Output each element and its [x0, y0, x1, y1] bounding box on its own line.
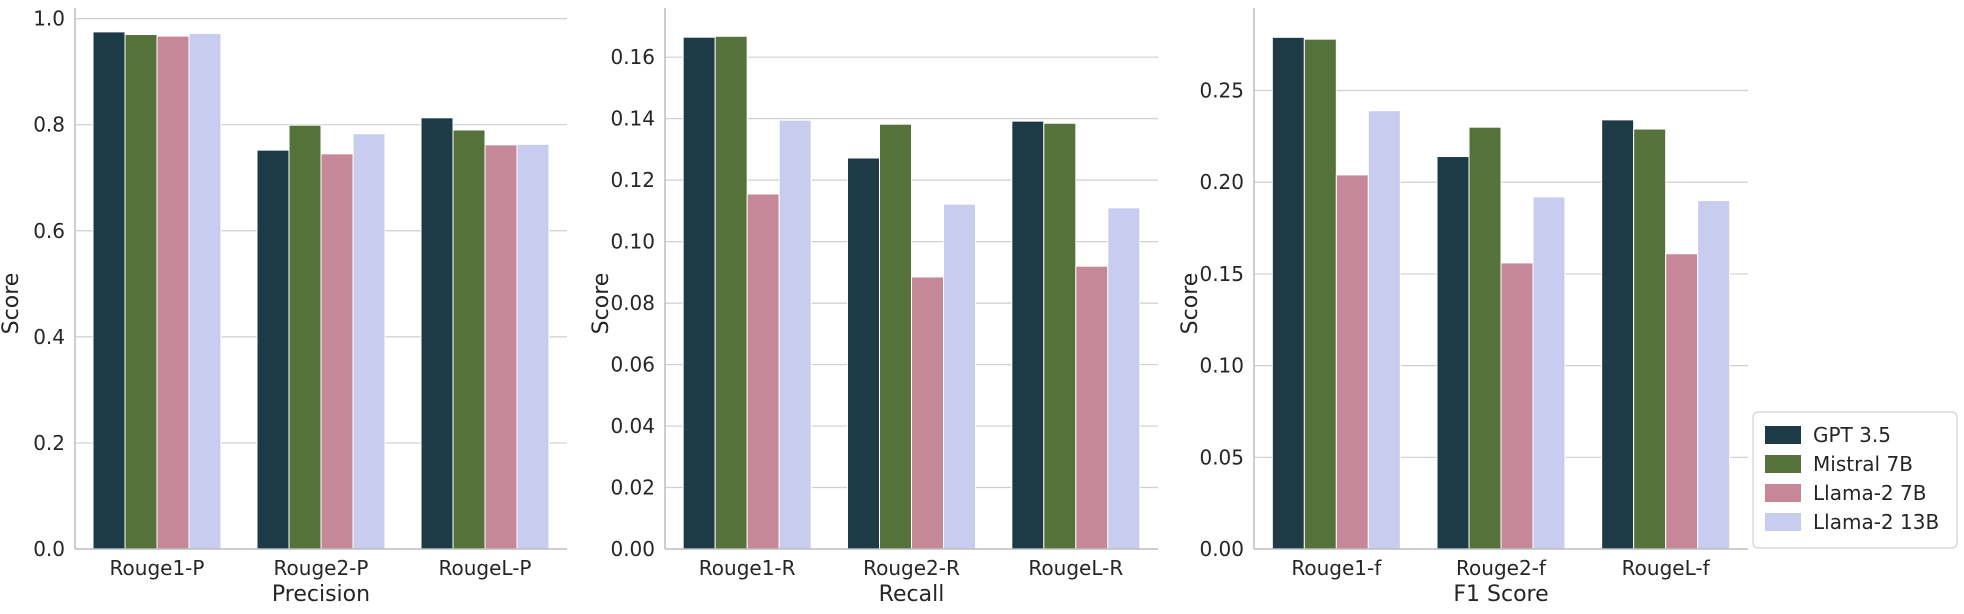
bar-llama-2-13b — [778, 119, 812, 550]
chart-panels: 0.0 0.2 0.4 0.6 0.8 1.0 Rouge1-P Rouge2-P RougeL… — [0, 7, 1748, 607]
bar-mistral-7b — [1468, 126, 1502, 550]
bar-llama-2-13b — [1107, 207, 1141, 550]
legend-label: Llama-2 7B — [1813, 481, 1926, 505]
bar-llama-2-13b — [516, 143, 550, 550]
bar-llama-2-13b — [943, 203, 976, 550]
y-tick-label: 0.06 — [610, 353, 655, 377]
y-tick-label: 0.00 — [1199, 537, 1244, 561]
y-tick-label: 0.4 — [33, 325, 65, 349]
y-tick-label: 0.2 — [33, 431, 65, 455]
bar-llama-2-13b — [1532, 196, 1566, 550]
legend-swatch-mistral-7b — [1765, 455, 1801, 473]
y-tick-label: 0.08 — [610, 291, 655, 315]
bar-llama-2-7b — [1500, 262, 1534, 550]
legend-swatch-gpt-3-5 — [1765, 426, 1801, 444]
x-tick-label: Rouge2-f — [1456, 556, 1547, 580]
y-axis-title: Score — [589, 273, 614, 335]
y-tick-label: 0.6 — [33, 219, 65, 243]
bar-llama-2-7b — [1665, 253, 1699, 550]
x-tick-label: RougeL-P — [439, 556, 532, 580]
bar-gpt-3-5 — [1271, 36, 1305, 550]
x-tick-label: RougeL-f — [1622, 556, 1711, 580]
bar-gpt-3-5 — [1011, 120, 1045, 550]
legend: GPT 3.5 Mistral 7B Llama-2 7B Llama-2 13B — [1752, 411, 1958, 549]
bar-llama-2-7b — [156, 35, 190, 550]
legend-label: Llama-2 13B — [1813, 510, 1939, 534]
y-tick-label: 0.10 — [610, 230, 655, 254]
legend-box — [1752, 411, 1958, 549]
bar-gpt-3-5 — [420, 117, 454, 550]
x-tick-label: Rouge2-R — [863, 556, 960, 580]
y-tick-label: 1.0 — [33, 7, 65, 31]
y-tick-label: 0.05 — [1199, 445, 1244, 469]
y-tick-label: 0.15 — [1199, 262, 1244, 286]
bar-gpt-3-5 — [92, 31, 126, 550]
y-tick-label: 0.20 — [1199, 170, 1244, 194]
bar-mistral-7b — [1043, 122, 1077, 550]
bar-mistral-7b — [288, 124, 322, 550]
x-tick-label: Rouge1-P — [110, 556, 205, 580]
x-axis-title: Precision — [272, 582, 370, 607]
legend-label: Mistral 7B — [1813, 452, 1913, 476]
y-tick-label: 0.16 — [610, 45, 655, 69]
bar-llama-2-7b — [1335, 174, 1369, 550]
x-tick-label: Rouge2-P — [274, 556, 369, 580]
bar-llama-2-13b — [1367, 110, 1401, 550]
bar-llama-2-13b — [1697, 200, 1731, 550]
y-tick-label: 0.10 — [1199, 354, 1244, 378]
y-axis-title: Score — [1178, 273, 1203, 335]
bar-llama-2-7b — [484, 144, 518, 550]
x-tick-label: RougeL-R — [1028, 556, 1123, 580]
y-tick-label: 0.14 — [610, 107, 655, 131]
bar-mistral-7b — [1303, 38, 1337, 550]
bar-llama-2-7b — [911, 276, 944, 550]
x-axis-title: F1 Score — [1453, 582, 1548, 607]
bar-mistral-7b — [124, 34, 158, 550]
bar-mistral-7b — [879, 123, 912, 550]
y-tick-label: 0.8 — [33, 113, 65, 137]
chart-panel-2: 0.00 0.02 0.04 0.06 0.08 0.10 0.12 0.14 0.16 Roug… — [589, 8, 1158, 607]
x-tick-label: Rouge1-R — [699, 556, 796, 580]
y-tick-label: 0.0 — [33, 537, 65, 561]
bar-llama-2-13b — [352, 133, 386, 550]
chart-panel-3: 0.00 0.05 0.10 0.15 0.20 0.25 Rouge1-f Rouge2-f… — [1178, 8, 1748, 607]
bar-mistral-7b — [1633, 128, 1667, 550]
bar-llama-2-7b — [1075, 265, 1109, 550]
chart-panel-1: 0.0 0.2 0.4 0.6 0.8 1.0 Rouge1-P Rouge2-P RougeL… — [0, 7, 567, 607]
bar-gpt-3-5 — [256, 149, 290, 550]
x-tick-label: Rouge1-f — [1291, 556, 1382, 580]
legend-swatch-llama-2-13b — [1765, 513, 1801, 531]
bar-gpt-3-5 — [682, 36, 716, 550]
bar-mistral-7b — [452, 129, 486, 550]
y-axis-title: Score — [0, 273, 24, 335]
y-tick-label: 0.02 — [610, 476, 655, 500]
bar-gpt-3-5 — [847, 157, 880, 550]
legend-swatch-llama-2-7b — [1765, 484, 1801, 502]
bar-mistral-7b — [714, 35, 748, 550]
y-tick-label: 0.00 — [610, 537, 655, 561]
legend-label: GPT 3.5 — [1813, 423, 1891, 447]
bar-gpt-3-5 — [1436, 156, 1470, 550]
y-tick-label: 0.04 — [610, 414, 655, 438]
x-axis-title: Recall — [879, 582, 945, 607]
bar-gpt-3-5 — [1601, 119, 1635, 550]
bar-llama-2-7b — [320, 153, 354, 550]
y-tick-label: 0.12 — [610, 168, 655, 192]
bar-llama-2-13b — [188, 32, 222, 550]
y-tick-label: 0.25 — [1199, 79, 1244, 103]
bar-llama-2-7b — [746, 193, 780, 550]
